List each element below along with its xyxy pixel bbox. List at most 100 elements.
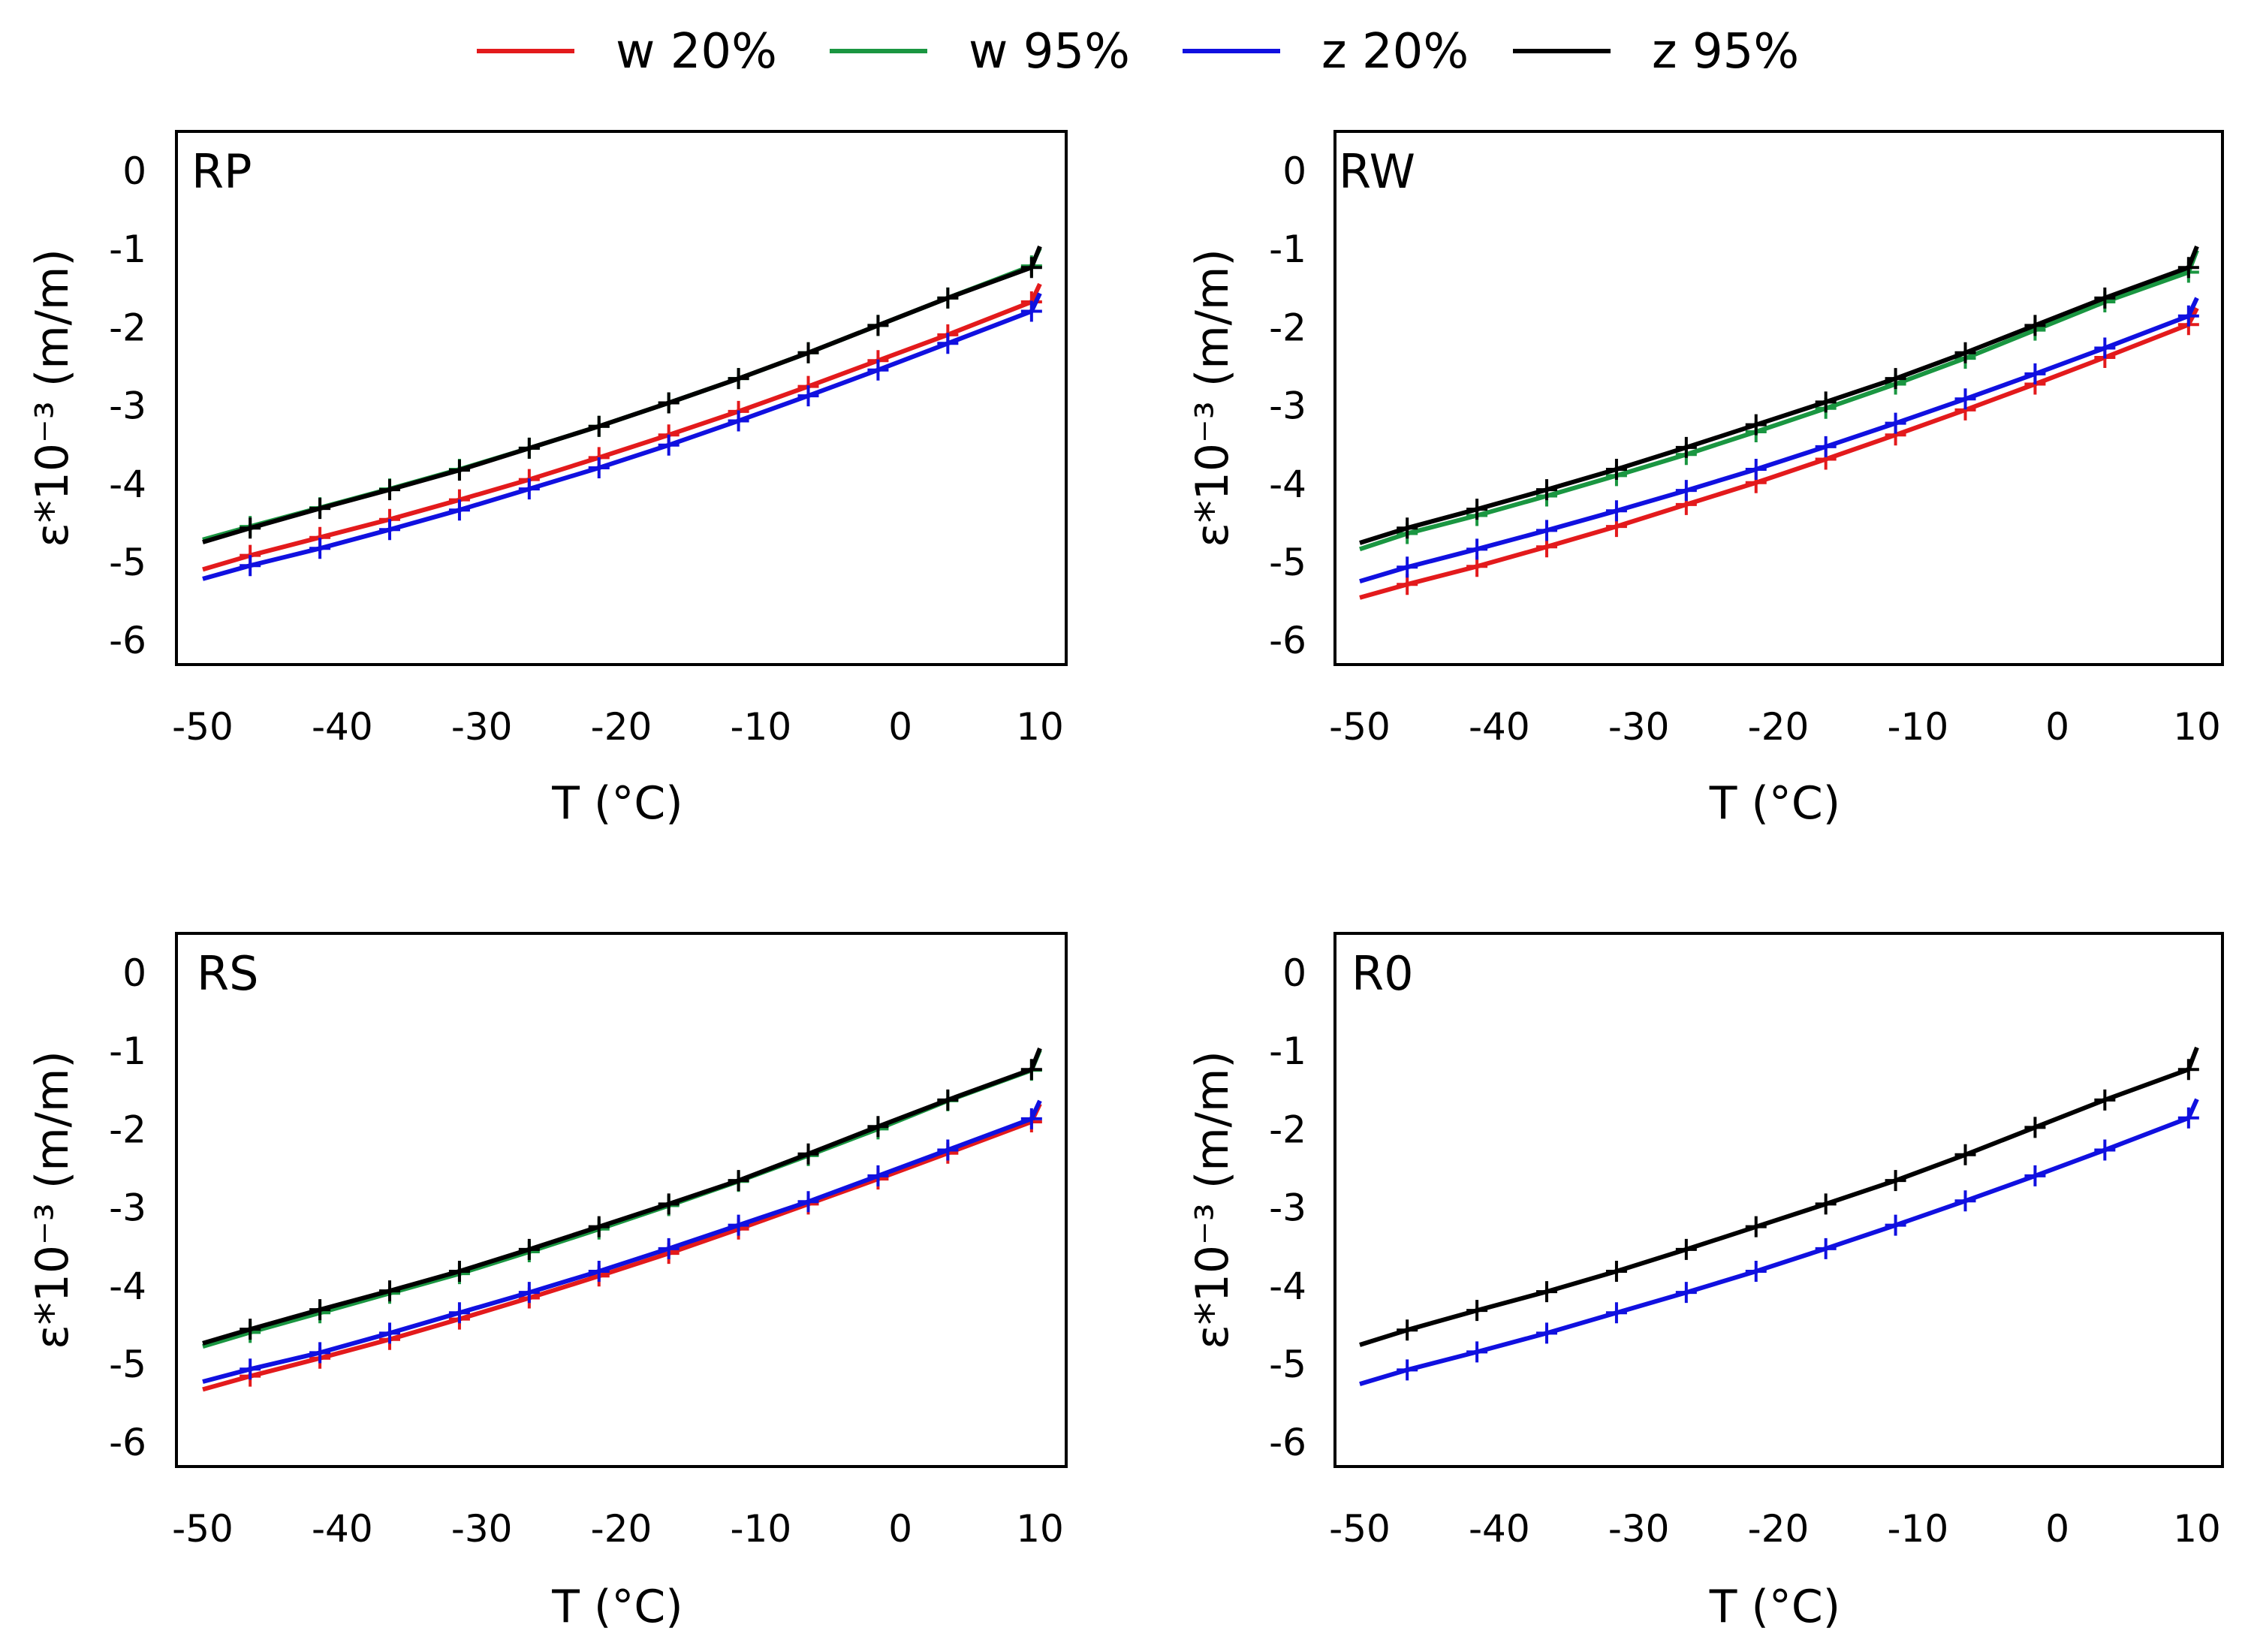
panel-label-r0: R0 [1352, 946, 1414, 1001]
data-point-marker [379, 479, 401, 501]
x-tick-label: -30 [451, 705, 513, 749]
data-point-marker [448, 499, 470, 521]
series-z-20 [1359, 1098, 2199, 1386]
data-point-marker [2024, 363, 2046, 384]
y-axis-title: ε*10⁻³ (m/m) [1186, 249, 1239, 547]
y-tick-label: -3 [109, 1186, 146, 1230]
x-tick-label: 0 [2045, 1507, 2069, 1551]
series-line-z-20 [202, 1099, 1042, 1384]
series-z-95 [202, 245, 1042, 544]
series-w-20 [1359, 307, 2199, 600]
series-w-95 [1359, 249, 2199, 552]
y-tick-label: -5 [1269, 541, 1306, 584]
series-line-w-95 [202, 1049, 1042, 1349]
data-point-marker [240, 555, 261, 577]
data-point-marker [379, 1280, 401, 1302]
data-point-marker [1397, 517, 1418, 539]
plot-frame-rw [1333, 130, 2224, 666]
data-point-marker [588, 415, 610, 437]
y-tick-label: -6 [109, 619, 146, 662]
y-tick-label: -5 [109, 541, 146, 584]
x-tick-label: -30 [1608, 1507, 1670, 1551]
legend-label-z-20: z 20% [1321, 24, 1469, 80]
x-tick-label: -40 [1469, 1507, 1530, 1551]
x-tick-label: -10 [730, 1507, 791, 1551]
y-tick-label: -2 [109, 1108, 146, 1151]
data-point-marker [797, 1143, 819, 1165]
data-point-marker [518, 437, 540, 459]
y-tick-label: -2 [1269, 1108, 1306, 1151]
data-point-marker [1397, 1319, 1418, 1341]
data-point-marker [448, 1261, 470, 1283]
y-tick-label: 0 [122, 149, 146, 193]
data-point-marker [309, 498, 331, 520]
series-line-z-20 [1359, 297, 2199, 583]
plot-frame-rs [175, 932, 1068, 1468]
panel-label-rs: RS [197, 946, 258, 1001]
data-point-marker [1675, 1238, 1697, 1260]
series-line-w-95 [1359, 249, 2199, 552]
data-point-marker [2024, 315, 2046, 336]
series-line-z-20 [202, 292, 1042, 581]
x-tick-label: -30 [451, 1507, 513, 1551]
data-point-marker [658, 1237, 680, 1259]
data-point-marker [1605, 459, 1627, 481]
data-point-marker [1605, 1302, 1627, 1324]
y-tick-label: -5 [1269, 1343, 1306, 1386]
series-line-z-95 [202, 245, 1042, 544]
data-point-marker [1815, 1193, 1837, 1215]
x-tick-label: -10 [1887, 1507, 1948, 1551]
data-point-marker [588, 1261, 610, 1283]
data-point-marker [728, 368, 749, 390]
data-point-marker [309, 538, 331, 559]
data-point-marker [658, 1193, 680, 1215]
data-point-marker [867, 1116, 889, 1138]
series-z-20 [202, 292, 1042, 581]
data-point-marker [1954, 342, 1976, 363]
x-tick-label: 0 [888, 705, 912, 749]
data-point-marker [379, 519, 401, 541]
data-point-marker [240, 1358, 261, 1380]
y-axis-title: ε*10⁻³ (m/m) [26, 1051, 79, 1349]
data-point-marker [867, 315, 889, 336]
data-point-marker [1466, 538, 1488, 560]
data-point-marker [379, 1322, 401, 1344]
data-point-marker [658, 392, 680, 414]
data-point-marker [2094, 337, 2116, 359]
y-tick-label: -1 [109, 1029, 146, 1073]
data-point-marker [797, 385, 819, 407]
panel-rp: RP 0 -1 -2 -3 -4 -5 -6 -50 -40 -30 -20 -10 0 10 T (°C) ε… [26, 130, 1068, 830]
y-axis-title: ε*10⁻³ (m/m) [26, 249, 79, 547]
data-point-marker [728, 1170, 749, 1192]
y-tick-label: -2 [109, 306, 146, 349]
y-tick-label: -1 [1269, 228, 1306, 271]
y-tick-label: -3 [109, 384, 146, 428]
data-point-marker [867, 359, 889, 381]
data-point-marker [588, 1216, 610, 1237]
data-point-marker [937, 1139, 959, 1161]
series-w-95 [202, 1049, 1042, 1349]
series-w-20 [202, 282, 1042, 572]
data-point-marker [1745, 1261, 1767, 1283]
series-line-z-20 [1359, 1098, 2199, 1386]
y-tick-label: -2 [1269, 306, 1306, 349]
x-tick-label: 0 [2045, 705, 2069, 749]
data-point-marker [1020, 1059, 1042, 1081]
data-point-marker [1020, 300, 1042, 322]
data-point-marker [937, 287, 959, 309]
y-tick-label: -1 [109, 228, 146, 271]
data-point-marker [309, 1342, 331, 1364]
data-point-marker [1675, 1282, 1697, 1304]
series-z-95 [202, 1047, 1042, 1346]
series-line-z-95 [1359, 245, 2199, 545]
x-tick-label: 10 [2173, 705, 2221, 749]
data-point-marker [2024, 1117, 2046, 1138]
data-point-marker [1536, 1281, 1558, 1303]
data-point-marker [658, 434, 680, 456]
y-tick-label: -6 [1269, 1421, 1306, 1464]
data-point-marker [240, 517, 261, 539]
data-point-marker [1675, 436, 1697, 458]
data-point-marker [1536, 1322, 1558, 1344]
y-tick-label: 0 [122, 951, 146, 995]
series-z-95 [1359, 1046, 2199, 1347]
